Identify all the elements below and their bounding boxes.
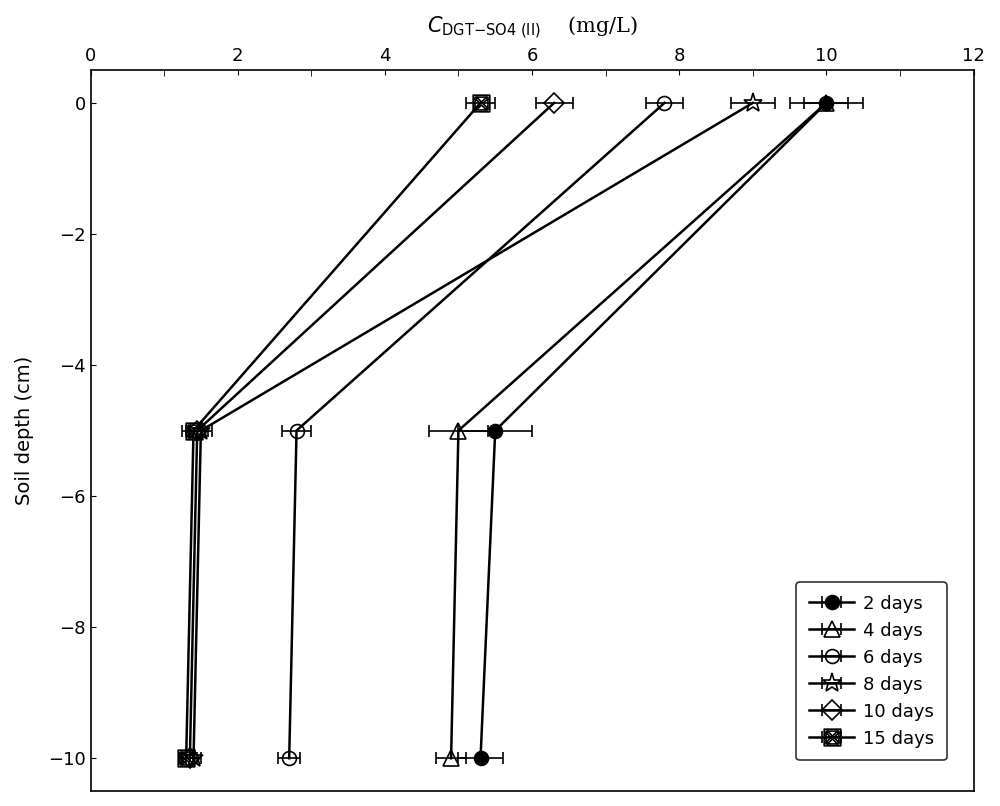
Legend: 2 days, 4 days, 6 days, 8 days, 10 days, 15 days: 2 days, 4 days, 6 days, 8 days, 10 days,… [796,582,947,760]
X-axis label: $\mathit{C}_{\mathrm{DGT\mathsf{-}SO4\ (II)}}$    (mg/L): $\mathit{C}_{\mathrm{DGT\mathsf{-}SO4\ (… [427,15,638,41]
Y-axis label: Soil depth (cm): Soil depth (cm) [15,356,34,505]
